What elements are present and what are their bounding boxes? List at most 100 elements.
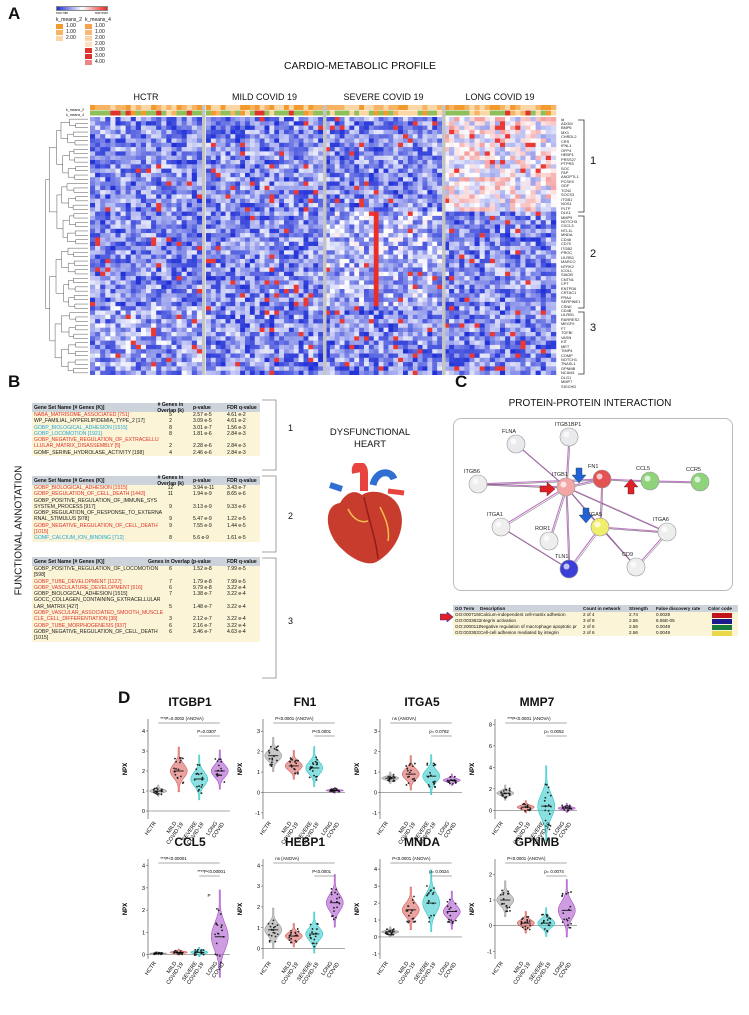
ppi-arrow-icon: [571, 467, 587, 484]
go-cell-count: 3 of 9: [583, 618, 595, 623]
legend-value: 3.00: [95, 53, 105, 59]
pairwise-annotation: p= 0.0074: [544, 869, 564, 874]
fa-cell-q: 2.84 e-3: [227, 449, 246, 456]
fa1-h-name: Gene Set Name [# Genes (K)]: [34, 404, 105, 411]
data-point: [314, 935, 317, 938]
track-cell-k2: [235, 105, 241, 110]
data-point: [276, 933, 279, 936]
go-h-strength: Strength: [629, 606, 648, 611]
gene-label: GDF: [561, 183, 570, 189]
data-point: [173, 950, 176, 953]
fa-cell-p: 3.13 e-9: [193, 503, 212, 510]
fa-cell-p: 2.57 e-5: [193, 412, 212, 418]
data-point: [406, 769, 409, 772]
track-cell-k2: [403, 105, 409, 110]
ppi-node-itgb1[interactable]: ITGB1: [552, 472, 576, 497]
track-cell-k4: [210, 110, 217, 116]
group-label-severe: SEVERE COVID 19: [343, 92, 424, 102]
data-point: [294, 772, 296, 775]
ppi-node-ccl5[interactable]: CCL5: [636, 466, 660, 491]
track-cell-k2: [464, 105, 470, 110]
go-cell-fdr: 6.55E-05: [656, 618, 675, 623]
ppi-node-ror1[interactable]: ROR1: [535, 526, 559, 551]
ppi-node-itga5[interactable]: ITGA5: [586, 512, 610, 537]
fa-cell-q: 9.33 e-6: [227, 503, 246, 510]
track-cell-k4: [325, 110, 331, 116]
data-point: [454, 902, 457, 905]
go-table-row: GO:0007160 Calcium-independent cell-matri…: [453, 612, 738, 618]
fa-cell-k: 6: [169, 566, 172, 572]
gene-label: CHRDL2: [561, 134, 577, 140]
data-point: [427, 784, 430, 786]
ppi-node-itgb1bp1[interactable]: ITGB1BP1: [555, 422, 581, 447]
track-cell-k2: [359, 105, 365, 110]
ppi-node-ccr5[interactable]: CCR5: [686, 467, 710, 492]
ppi-arrow-icon: [578, 507, 594, 524]
data-point: [330, 788, 333, 791]
data-point: [200, 792, 203, 795]
data-point: [408, 764, 411, 766]
data-point: [268, 933, 270, 936]
track-cell-k2: [329, 105, 336, 110]
fa-cell-q: 7.99 e-5: [227, 566, 246, 572]
track-cell-k4: [274, 110, 280, 116]
data-point: [271, 761, 273, 764]
track-cell-k4: [215, 110, 221, 116]
data-point: [449, 776, 452, 778]
violin-shape: [264, 737, 283, 773]
colorbar-gradient: [56, 6, 108, 11]
ppi-node-itgb6[interactable]: ITGB6: [464, 469, 488, 494]
data-point: [520, 920, 523, 923]
track-cell-k4: [220, 110, 226, 116]
track-cell-k4: [146, 110, 152, 116]
y-tick-label: 2: [374, 750, 377, 756]
track-cell-k4: [240, 110, 246, 116]
gene-label: MMP7: [561, 379, 573, 385]
y-tick-label: 0: [374, 935, 377, 941]
ppi-node-itga1[interactable]: ITGA1: [487, 512, 511, 537]
track-cell-k4: [510, 110, 516, 116]
fa-cell-name: GOBP_LOCOMOTION [1921]: [34, 430, 102, 437]
violin-title: MMP7: [519, 695, 555, 709]
track-cell-k2: [269, 105, 275, 110]
data-point: [568, 917, 570, 920]
go-h-count: Count in network: [583, 606, 621, 611]
data-point: [547, 804, 550, 806]
data-point: [407, 905, 410, 908]
go-h-desc: Description: [480, 606, 506, 611]
fa-cell-k: 2: [169, 418, 172, 425]
ppi-node-cd9[interactable]: CD9: [622, 552, 646, 577]
data-point: [426, 762, 429, 765]
data-point: [309, 768, 311, 771]
track-cell-k4: [359, 110, 365, 116]
ppi-node-fn1[interactable]: FN1: [588, 464, 612, 489]
fa-cell-q: 4.61 e-2: [227, 418, 246, 425]
x-tick-label-line1: HCTR: [376, 961, 390, 977]
data-point: [543, 928, 546, 930]
y-tick-label: 1: [257, 770, 260, 776]
track-cell-k2: [454, 105, 460, 110]
data-point: [426, 894, 428, 897]
ppi-node-itga6[interactable]: ITGA6: [653, 517, 677, 542]
colorbar: row min row max: [56, 6, 126, 15]
data-point: [427, 899, 430, 902]
data-point: [155, 951, 158, 954]
data-point: [200, 952, 203, 955]
data-point: [313, 938, 316, 941]
track-cell-k4: [284, 110, 290, 116]
data-point: [446, 905, 449, 908]
data-point: [214, 933, 216, 936]
fa-cell-q: 1.56 e-3: [227, 424, 246, 431]
group-label-long: LONG COVID 19: [465, 92, 535, 102]
data-point: [338, 902, 341, 905]
pulmonary-artery-icon: [369, 469, 398, 487]
go-cell-desc: Negative regulation of macrophage apopto…: [480, 624, 577, 629]
ppi-node-tln1[interactable]: TLN1: [555, 554, 579, 579]
data-point: [334, 891, 336, 894]
track-cell-k2: [140, 105, 147, 110]
fa-cell-name: GOBP_TUBE_MORPHOGENESIS [937]: [34, 622, 127, 629]
ppi-node-flna[interactable]: FLNA: [502, 429, 526, 454]
cluster-number-3: 3: [590, 322, 597, 334]
